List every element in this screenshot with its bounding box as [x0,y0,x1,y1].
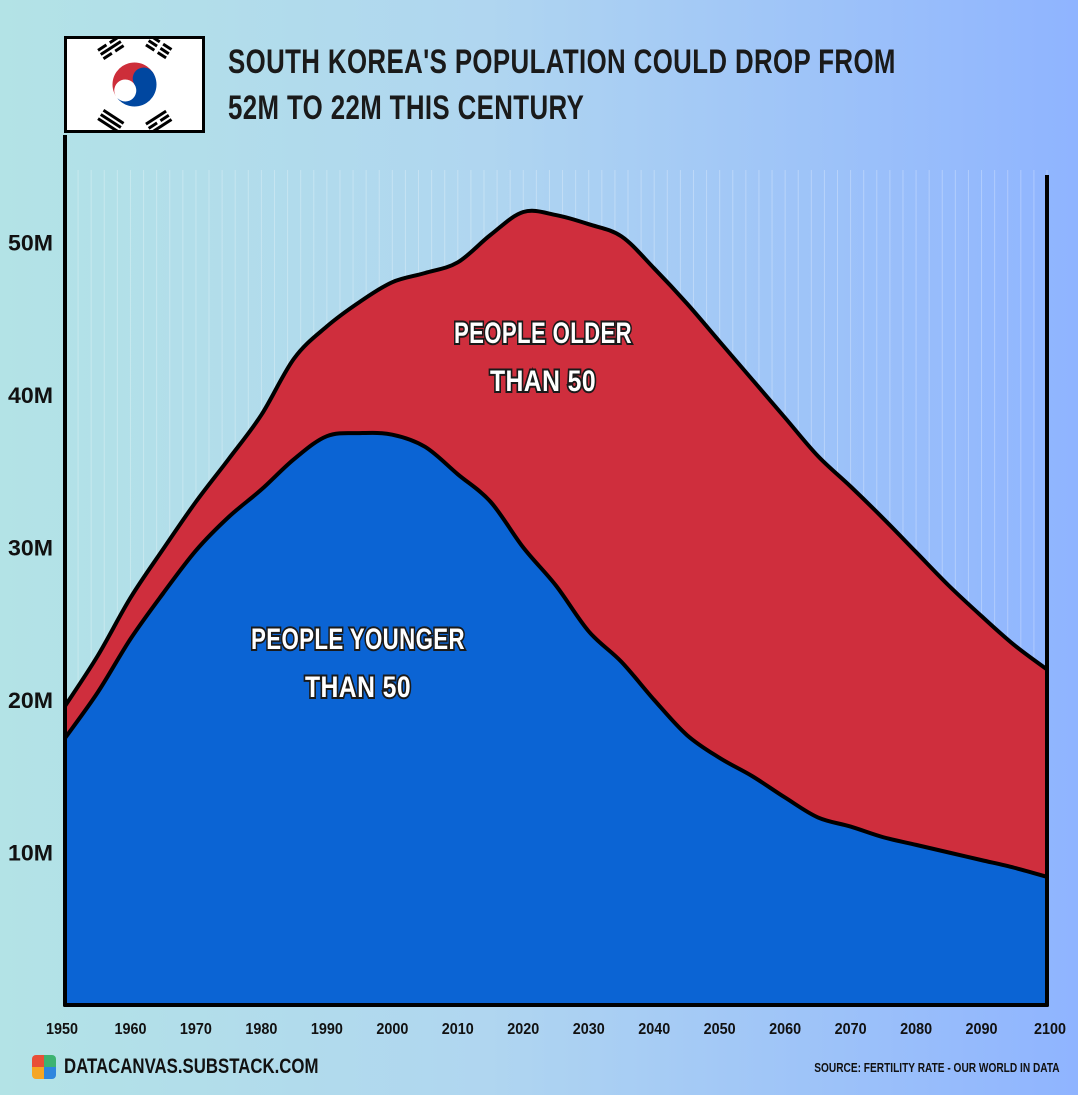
logo-tile [44,1055,56,1067]
y-tick-label: 10M [8,841,53,866]
x-tick-label: 2000 [376,1021,408,1038]
x-tick-label: 2050 [704,1021,736,1038]
x-tick-label: 2070 [835,1021,867,1038]
chart-title-line-2: 52M TO 22M THIS CENTURY [228,89,585,127]
older-label-line-2: THAN 50 [490,365,596,398]
y-tick-label: 20M [8,688,53,713]
x-tick-label: 2090 [966,1021,998,1038]
logo-tile [32,1055,44,1067]
x-tick-labels: 1950 1960 1970 1980 1990 2000 2010 2020 2030 2040… [46,1021,1066,1038]
younger-label-line-2: THAN 50 [305,671,411,704]
south-korea-flag-icon [64,36,205,133]
younger-label-line-1: PEOPLE YOUNGER [251,623,465,656]
x-tick-label: 2060 [769,1021,801,1038]
x-tick-label: 1990 [311,1021,343,1038]
datacanvas-logo-icon [32,1055,56,1079]
x-tick-label: 1950 [46,1021,78,1038]
x-tick-label: 2080 [900,1021,932,1038]
x-tick-label: 2010 [442,1021,474,1038]
x-tick-label: 2030 [573,1021,605,1038]
footer-branding: DATACANVAS.SUBSTACK.COM [32,1054,382,1080]
x-tick-label: 2020 [507,1021,539,1038]
chart-title-line-1: SOUTH KOREA'S POPULATION COULD DROP FROM [228,43,896,81]
x-tick-label: 1980 [245,1021,277,1038]
y-tick-label: 30M [8,536,53,561]
y-tick-label: 40M [8,383,53,408]
logo-tile [32,1067,44,1079]
x-tick-label: 1970 [180,1021,212,1038]
y-tick-label: 50M [8,231,53,256]
source-note: SOURCE: FERTILITY RATE - OUR WORLD IN DA… [814,1060,1060,1075]
x-tick-label: 2040 [638,1021,670,1038]
y-tick-labels: 10M 20M 30M 40M 50M [8,231,53,866]
x-tick-label: 1960 [114,1021,146,1038]
logo-tile [44,1067,56,1079]
x-tick-label: 2100 [1034,1021,1066,1038]
younger-than-50-area [63,430,1049,1007]
site-link[interactable]: DATACANVAS.SUBSTACK.COM [64,1055,319,1078]
older-label-line-1: PEOPLE OLDER [454,317,632,350]
